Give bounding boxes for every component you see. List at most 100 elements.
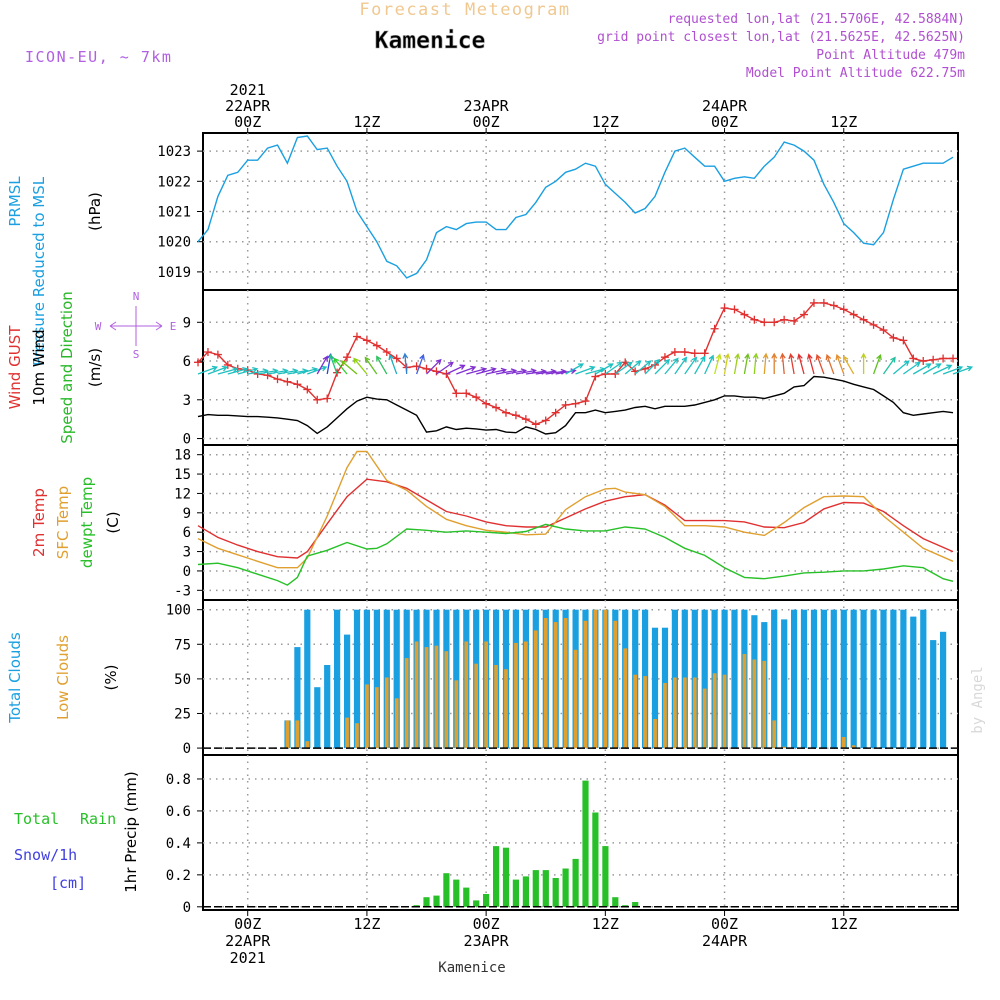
bar-low-clouds: [692, 677, 697, 749]
bar-total-clouds: [810, 609, 818, 749]
compass-arrows: [109, 306, 163, 346]
wind-direction-arrow: [743, 352, 751, 375]
header: Forecast Meteogram Kamenice ICON-EU, ~ 7…: [25, 0, 986, 976]
time-label-bottom: 2021: [230, 949, 266, 967]
precip-label-cm: [cm]: [50, 874, 86, 892]
bar-low-clouds: [305, 741, 310, 749]
bar-total-rain: [433, 895, 440, 907]
gust-marker: [939, 354, 948, 363]
wind-direction-arrow: [237, 366, 259, 375]
time-label-bottom: 00Z: [473, 915, 500, 933]
series-line-dewpt-temp: [197, 523, 954, 586]
gust-marker: [690, 349, 699, 358]
gust-marker: [670, 348, 679, 356]
wind-direction-arrow: [614, 361, 633, 375]
gust-marker: [949, 354, 958, 363]
bar-low-clouds: [683, 677, 687, 749]
y-tick-label: 0.8: [166, 772, 191, 788]
wind-direction-arrow: [476, 366, 497, 375]
y-tick-label: 0: [183, 564, 191, 580]
gust-marker: [482, 399, 491, 408]
bar-total-rain: [473, 900, 480, 907]
axis-label: (C): [104, 511, 122, 533]
bar-low-clouds: [444, 651, 449, 749]
y-tick-label: 15: [174, 467, 191, 483]
wind-direction-arrow: [752, 352, 759, 375]
bar-total-clouds: [344, 634, 351, 749]
wind-direction-arrow: [797, 353, 805, 375]
y-tick-label: 1019: [157, 265, 191, 281]
y-tick-label: 0: [183, 432, 191, 448]
y-tick-label: 1022: [157, 174, 191, 190]
precip-label-total: Total: [14, 810, 59, 828]
bar-low-clouds: [673, 677, 677, 749]
bar-low-clouds: [702, 688, 707, 749]
bar-low-clouds: [524, 641, 528, 749]
wind-direction-arrow: [307, 365, 328, 375]
gust-marker: [531, 420, 540, 429]
wind-direction-arrow: [328, 353, 338, 375]
wind-direction-arrow: [485, 367, 508, 375]
y-tick-label: 1023: [157, 144, 191, 160]
bar-low-clouds: [782, 746, 786, 749]
gust-marker: [829, 301, 838, 310]
wind-direction-arrow: [922, 363, 942, 375]
bar-low-clouds: [285, 720, 290, 749]
wind-direction-arrow: [340, 360, 358, 375]
bar-low-clouds: [603, 609, 608, 749]
y-tick-label: 1020: [157, 235, 191, 251]
bar-total-rain: [582, 780, 589, 907]
bar-total-rain: [493, 846, 500, 907]
series-line-pressure: [197, 135, 954, 279]
bar-low-clouds: [375, 687, 379, 749]
bar-low-clouds: [484, 641, 488, 749]
bar-total-clouds: [840, 609, 847, 749]
bar-total-rain: [453, 879, 460, 907]
axis-label: dewpt Temp: [78, 477, 96, 568]
bar-total-clouds: [363, 609, 370, 749]
axis-label: PRMSL: [6, 176, 24, 227]
gust-marker: [720, 304, 729, 313]
bar-total-clouds: [860, 609, 867, 749]
gust-marker: [293, 380, 302, 389]
bar-total-rain: [483, 894, 490, 907]
bar-low-clouds: [345, 717, 349, 748]
bar-total-rain: [592, 812, 599, 907]
bar-low-clouds: [623, 648, 628, 748]
panel-3: -3 0 3 6 9 12 15 18: [174, 444, 959, 601]
wind-direction-arrow: [713, 353, 722, 375]
bar-low-clouds: [712, 673, 717, 748]
model-name: ICON-EU, ~ 7km: [25, 48, 172, 66]
y-tick-label: 25: [174, 706, 191, 722]
series-line-2m-temp: [197, 478, 954, 559]
bar-low-clouds: [404, 658, 409, 749]
time-label-bottom: 00Z: [711, 915, 738, 933]
y-tick-label: 1021: [157, 205, 191, 221]
panel-frame: [202, 754, 959, 911]
gust-marker: [352, 332, 361, 341]
bar-low-clouds: [365, 684, 369, 749]
y-tick-label: 0.6: [166, 804, 191, 820]
wind-direction-arrow: [376, 355, 388, 375]
gust-marker: [303, 385, 312, 394]
gust-marker: [730, 305, 739, 314]
gust-marker: [859, 315, 868, 324]
wind-direction-arrow: [825, 353, 835, 375]
panel-frame: [202, 444, 959, 601]
y-tick-label: 12: [174, 486, 191, 502]
axis-label: Pressure Reduced to MSL: [30, 176, 48, 366]
wind-direction-arrow: [624, 360, 642, 375]
gust-marker: [521, 415, 530, 424]
wind-direction-arrow: [333, 357, 348, 375]
gust-marker: [492, 403, 501, 412]
gust-marker: [541, 416, 550, 425]
wind-direction-arrow: [207, 365, 229, 375]
wind-direction-arrow: [674, 356, 688, 375]
bar-low-clouds: [474, 663, 478, 749]
wind-direction-arrow: [762, 352, 769, 375]
wind-direction-arrow: [860, 352, 867, 374]
requested-coords: requested lon,lat (21.5706E, 42.5884N): [668, 12, 965, 27]
gust-marker: [571, 399, 580, 408]
bar-low-clouds: [424, 647, 429, 749]
gust-marker: [561, 400, 570, 409]
